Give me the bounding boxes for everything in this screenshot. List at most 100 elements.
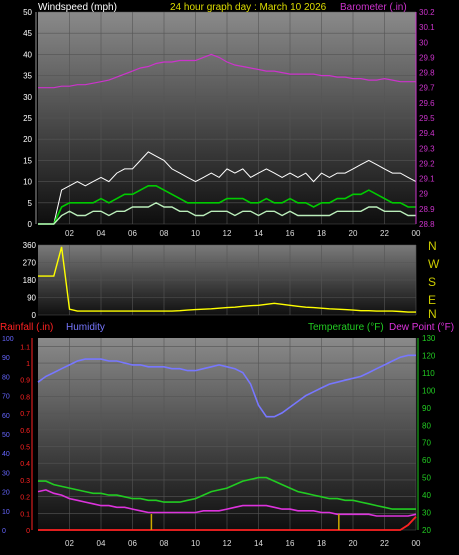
rain-tick: 0.5	[20, 445, 30, 452]
baro-tick: 30.1	[419, 23, 435, 32]
dir-tick: 90	[27, 294, 36, 303]
humidity-tick: 80	[2, 374, 10, 381]
wind-tick: 30	[23, 93, 32, 102]
x-tick-lower: 10	[191, 539, 200, 548]
baro-tick: 28.9	[419, 205, 435, 214]
chart-title: 24 hour graph day : March 10 2026	[170, 2, 327, 13]
x-tick-lower: 18	[317, 539, 326, 548]
compass-n-top: N	[428, 239, 437, 253]
x-tick-lower: 04	[97, 539, 106, 548]
wind-tick: 10	[23, 178, 32, 187]
wind-series-2	[38, 202, 416, 225]
wind-tick: 5	[28, 199, 33, 208]
wind-tick: 40	[23, 50, 32, 59]
humidity-tick: 30	[2, 470, 10, 477]
wind-label: Windspeed (mph)	[38, 2, 117, 13]
x-tick-upper: 08	[160, 229, 169, 238]
direction-series	[38, 246, 416, 313]
baro-tick: 29	[419, 190, 428, 199]
wind-tick: 20	[23, 135, 32, 144]
baro-tick: 29.2	[419, 159, 435, 168]
wind-tick: 15	[23, 156, 32, 165]
lower-series-0	[37, 354, 416, 418]
rain-tick: 0.8	[20, 394, 30, 401]
humidity-tick: 40	[2, 451, 10, 458]
dew-label: Dew Point (°F)	[389, 322, 454, 333]
rain-label: Rainfall (.in)	[0, 322, 53, 333]
x-tick-lower: 06	[128, 539, 137, 548]
x-tick-upper: 22	[380, 229, 389, 238]
lower-series-2	[37, 489, 417, 517]
temp-tick: 130	[422, 334, 436, 343]
lower-series-3	[38, 515, 417, 531]
rain-tick: 0.4	[20, 461, 30, 468]
humidity-tick: 70	[2, 394, 10, 401]
baro-tick: 29.9	[419, 53, 435, 62]
rain-tick: 0.9	[20, 378, 30, 385]
humidity-label: Humidity	[66, 322, 105, 333]
temp-tick: 20	[422, 526, 431, 535]
dir-tick: 270	[23, 259, 37, 268]
rain-tick: 1.1	[20, 344, 30, 351]
temp-tick: 110	[422, 369, 435, 378]
humidity-tick: 10	[2, 509, 10, 516]
rain-tick: 0	[26, 528, 30, 535]
wind-series-0	[38, 151, 417, 225]
x-tick-upper: 20	[349, 229, 358, 238]
rain-tick: 0.1	[20, 511, 30, 518]
humidity-tick: 0	[2, 528, 6, 535]
wind-tick: 0	[28, 220, 33, 229]
x-tick-upper: 04	[97, 229, 106, 238]
temp-tick: 120	[422, 351, 436, 360]
x-tick-upper: 16	[286, 229, 295, 238]
rain-tick: 0.2	[20, 495, 30, 502]
temp-tick: 30	[422, 509, 431, 518]
baro-tick: 29.8	[419, 69, 435, 78]
dir-tick: 180	[23, 276, 37, 285]
x-tick-upper: 10	[191, 229, 200, 238]
dir-tick: 0	[32, 311, 37, 320]
rain-tick: 0.7	[20, 411, 30, 418]
wind-series-1	[38, 185, 416, 225]
x-tick-upper: 14	[254, 229, 263, 238]
x-tick-lower: 16	[286, 539, 295, 548]
x-tick-lower: 08	[160, 539, 169, 548]
wind-tick: 25	[23, 114, 32, 123]
compass-w: W	[428, 257, 440, 271]
baro-tick: 28.8	[419, 220, 435, 229]
lower-series-1	[38, 476, 416, 510]
humidity-tick: 100	[2, 336, 14, 343]
baro-tick: 29.5	[419, 114, 435, 123]
x-tick-lower: 02	[65, 539, 74, 548]
x-tick-lower: 14	[254, 539, 263, 548]
x-tick-lower: 20	[349, 539, 358, 548]
baro-tick: 30	[419, 38, 428, 47]
compass-n-bottom: N	[428, 307, 437, 321]
x-tick-upper: 06	[128, 229, 137, 238]
temp-tick: 50	[422, 474, 431, 483]
compass-s: S	[428, 275, 436, 289]
rain-tick: 0.6	[20, 428, 30, 435]
baro-tick: 29.7	[419, 84, 435, 93]
humidity-tick: 60	[2, 413, 10, 420]
temp-tick: 40	[422, 491, 431, 500]
x-tick-upper: 00	[412, 229, 421, 238]
wind-tick: 45	[23, 29, 32, 38]
rain-tick: 1	[26, 361, 30, 368]
humidity-tick: 20	[2, 490, 10, 497]
baro-tick: 29.4	[419, 129, 435, 138]
wind-tick: 50	[23, 8, 32, 17]
temp-tick: 60	[422, 456, 431, 465]
baro-label: Barometer (.in)	[340, 2, 407, 13]
wind-tick: 35	[23, 72, 32, 81]
temp-tick: 100	[422, 386, 436, 395]
x-tick-upper: 12	[223, 229, 232, 238]
x-tick-lower: 12	[223, 539, 232, 548]
x-tick-lower: 22	[380, 539, 389, 548]
humidity-tick: 50	[2, 432, 10, 439]
rain-tick: 0.3	[20, 478, 30, 485]
baro-tick: 29.1	[419, 175, 435, 184]
compass-e: E	[428, 293, 436, 307]
x-tick-upper: 18	[317, 229, 326, 238]
